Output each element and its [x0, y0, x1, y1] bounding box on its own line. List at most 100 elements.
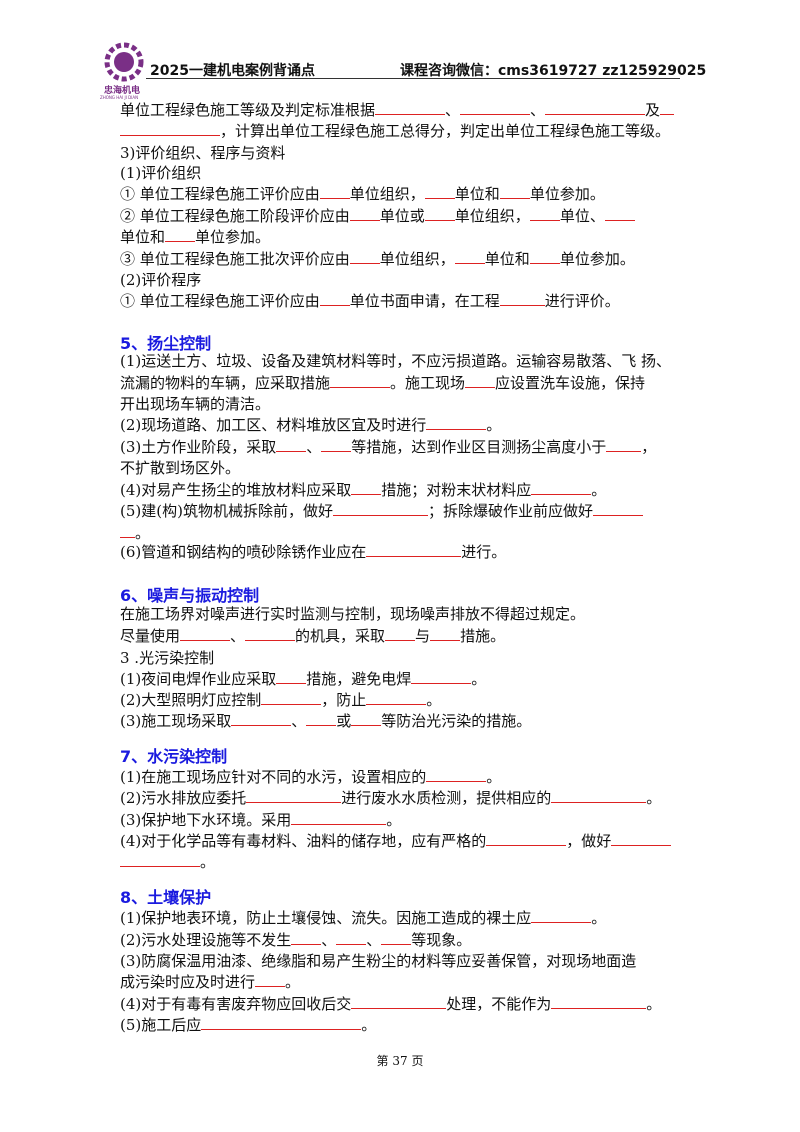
fill-blank — [551, 994, 647, 1009]
text: (1)运送土方、垃圾、设备及建筑材料等时，不应污损道路。运输容易散落、飞 扬、 — [120, 352, 672, 370]
fill-blank — [375, 100, 446, 115]
fill-blank — [426, 767, 487, 782]
text-line: (3)保护地下水环境。采用 。 — [120, 810, 401, 830]
fill-blank — [332, 501, 428, 516]
text: 。 — [135, 524, 151, 542]
text: 。 — [361, 1016, 377, 1034]
fill-blank — [351, 711, 382, 726]
text-line: 尽量使用 、 的机具，采取 与 措施。 — [120, 626, 505, 646]
text-line: (4)对易产生扬尘的堆放材料应采取 措施；对粉末状材料应 。 — [120, 480, 606, 500]
fill-blank — [291, 930, 322, 945]
text: (2)大型照明灯应控制 — [120, 691, 262, 709]
fill-blank — [531, 908, 592, 923]
text: 成污染时应及时进行 — [120, 973, 256, 991]
text: (3)保护地下水环境。采用 — [120, 811, 292, 829]
text-line: (4)对于化学品等有毒材料、油料的储存地，应有严格的 ，做好 — [120, 831, 672, 851]
text: 进行评价。 — [544, 292, 620, 310]
text-line: (1)夜间电焊作业应采取 措施，避免电焊 。 — [120, 669, 486, 689]
text: (2)现场道路、加工区、材料堆放区宜及时进行 — [120, 416, 427, 434]
fill-blank — [366, 690, 427, 705]
text: (1)保护地表环境，防止土壤侵蚀、流失。因施工造成的裸土应 — [120, 909, 532, 927]
text: 、 — [366, 931, 382, 949]
text: ① 单位工程绿色施工评价应由 — [120, 292, 320, 310]
text: 与 — [415, 627, 431, 645]
fill-blank — [330, 373, 391, 388]
text: 不扩散到场区外。 — [120, 459, 241, 477]
text-line: 3 .光污染控制 — [120, 648, 214, 668]
text-line: ② 单位工程绿色施工阶段评价应由 单位或 单位组织， 单位、 — [120, 206, 635, 226]
text: 单位参加。 — [195, 228, 271, 246]
text: (2)污水排放应委托 — [120, 789, 247, 807]
section-heading: 8、土壤保护 — [120, 888, 212, 907]
text: 单位或 — [379, 207, 425, 225]
fill-blank — [424, 184, 455, 199]
text: 。 — [386, 811, 402, 829]
section-heading: 6、噪声与振动控制 — [120, 586, 260, 605]
text-line: (6)管道和钢结构的喷砂除锈作业应在 进行。 — [120, 542, 506, 562]
text: 。 — [486, 768, 502, 786]
text-line: (2)现场道路、加工区、材料堆放区宜及时进行 。 — [120, 415, 501, 435]
text: 。 — [591, 481, 607, 499]
text: (4)对于化学品等有毒材料、油料的储存地，应有严格的 — [120, 832, 487, 850]
text-line: ① 单位工程绿色施工评价应由 单位书面申请，在工程 进行评价。 — [120, 291, 620, 311]
text-line: (2)污水排放应委托 进行废水水质检测，提供相应的 。 — [120, 788, 661, 808]
text: 及 — [645, 101, 661, 119]
text: 单位书面申请，在工程 — [349, 292, 500, 310]
text-line: ，计算出单位工程绿色施工总得分，判定出单位工程绿色施工等级。 — [120, 121, 670, 141]
text-line: ③ 单位工程绿色施工批次评价应由 单位组织， 单位和 单位参加。 — [120, 249, 635, 269]
fill-blank — [261, 690, 322, 705]
text: 开出现场车辆的清洁。 — [120, 395, 271, 413]
text-line: 单位和 单位参加。 — [120, 227, 270, 247]
fill-blank — [120, 523, 135, 538]
text: 。 — [200, 853, 216, 871]
text-line: (4)对于有毒有害废弃物应回收后交 处理，不能作为 。 — [120, 994, 661, 1014]
text: (4)对于有毒有害废弃物应回收后交 — [120, 995, 352, 1013]
text: 、 — [306, 438, 322, 456]
text: 等防治光污染的措施。 — [381, 712, 532, 730]
text: 流漏的物料的车辆，应采取措施 — [120, 374, 331, 392]
text: 单位组织， — [379, 250, 455, 268]
text: 的机具，采取 — [295, 627, 386, 645]
logo-sub: ZHONG HAI JI DIAN — [100, 95, 139, 100]
text: (5)建(构)筑物机械拆除前，做好 — [120, 502, 333, 520]
text: (5)施工后应 — [120, 1016, 202, 1034]
text: 单位、 — [559, 207, 605, 225]
text: 或 — [336, 712, 352, 730]
text: 单位和 — [120, 228, 166, 246]
text: 、 — [445, 101, 461, 119]
text-line: (1)在施工现场应针对不同的水污，设置相应的 。 — [120, 767, 501, 787]
fill-blank — [180, 626, 231, 641]
fill-blank — [306, 711, 337, 726]
text: (1)夜间电焊作业应采取 — [120, 670, 277, 688]
text: 单位工程绿色施工等级及判定标准根据 — [120, 101, 376, 119]
text: (1)评价组织 — [120, 164, 202, 182]
text-line: 成污染时应及时进行 。 — [120, 972, 300, 992]
fill-blank — [319, 291, 350, 306]
text-line: (2)评价程序 — [120, 270, 201, 290]
fill-blank — [604, 206, 635, 221]
text: 3)评价组织、程序与资料 — [120, 144, 286, 162]
fill-blank — [424, 206, 455, 221]
fill-blank — [381, 930, 412, 945]
text: 处理，不能作为 — [446, 995, 552, 1013]
text: (2)污水处理设施等不发生 — [120, 931, 292, 949]
fill-blank — [366, 542, 462, 557]
text: (2)评价程序 — [120, 271, 202, 289]
fill-blank — [465, 373, 496, 388]
fill-blank — [319, 184, 350, 199]
text-line: (5)施工后应 。 — [120, 1015, 376, 1035]
header-contact: 课程咨询微信：cms3619727 zz125929025 — [400, 63, 707, 79]
text: ， — [641, 438, 657, 456]
text: 。 — [426, 691, 442, 709]
text: 、 — [291, 712, 307, 730]
fill-blank — [165, 227, 196, 242]
text: (3)施工现场采取 — [120, 712, 232, 730]
fill-blank — [611, 831, 672, 846]
text: ，计算出单位工程绿色施工总得分，判定出单位工程绿色施工等级。 — [220, 122, 671, 140]
text: 措施。 — [460, 627, 506, 645]
fill-blank — [426, 415, 487, 430]
text-line: 。 — [120, 523, 150, 543]
text: 等措施，达到作业区目测扬尘高度小于 — [351, 438, 607, 456]
text: 3 .光污染控制 — [120, 649, 215, 667]
text: 尽量使用 — [120, 627, 181, 645]
